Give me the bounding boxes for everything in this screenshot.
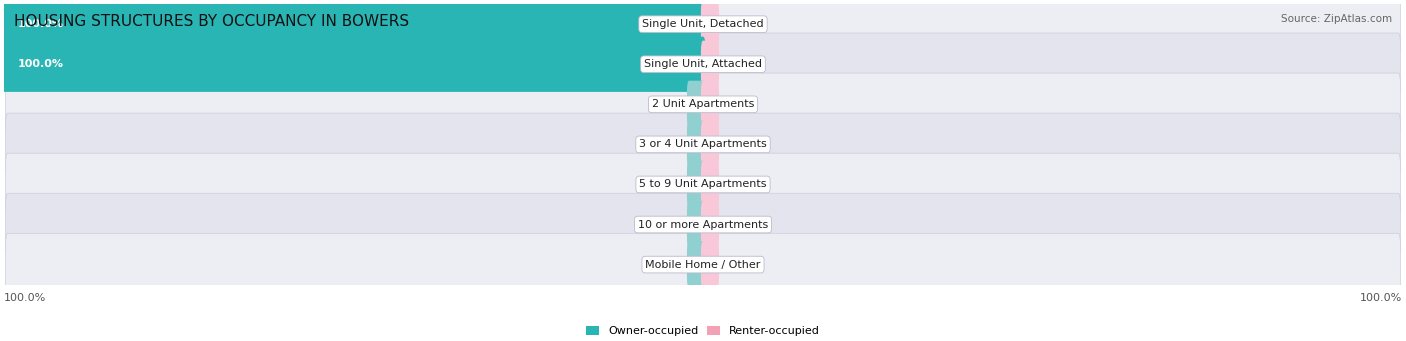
Text: 2 Unit Apartments: 2 Unit Apartments: [652, 99, 754, 109]
Text: 0.0%: 0.0%: [657, 260, 686, 270]
FancyBboxPatch shape: [702, 41, 718, 88]
FancyBboxPatch shape: [6, 0, 1400, 56]
Text: 0.0%: 0.0%: [720, 220, 749, 229]
FancyBboxPatch shape: [6, 233, 1400, 296]
Text: 100.0%: 100.0%: [18, 19, 65, 29]
FancyBboxPatch shape: [688, 81, 704, 128]
Text: 3 or 4 Unit Apartments: 3 or 4 Unit Apartments: [640, 139, 766, 149]
Text: 100.0%: 100.0%: [18, 59, 65, 69]
FancyBboxPatch shape: [6, 113, 1400, 176]
Text: 100.0%: 100.0%: [4, 294, 46, 303]
FancyBboxPatch shape: [6, 153, 1400, 216]
Text: Mobile Home / Other: Mobile Home / Other: [645, 260, 761, 270]
Text: 0.0%: 0.0%: [657, 220, 686, 229]
Text: 0.0%: 0.0%: [720, 179, 749, 190]
FancyBboxPatch shape: [688, 161, 704, 208]
FancyBboxPatch shape: [702, 1, 718, 48]
Text: Source: ZipAtlas.com: Source: ZipAtlas.com: [1281, 14, 1392, 24]
Text: 0.0%: 0.0%: [720, 260, 749, 270]
FancyBboxPatch shape: [702, 241, 718, 288]
FancyBboxPatch shape: [702, 201, 718, 248]
Text: 5 to 9 Unit Apartments: 5 to 9 Unit Apartments: [640, 179, 766, 190]
FancyBboxPatch shape: [6, 73, 1400, 136]
FancyBboxPatch shape: [6, 33, 1400, 95]
Text: 100.0%: 100.0%: [1360, 294, 1402, 303]
Text: 10 or more Apartments: 10 or more Apartments: [638, 220, 768, 229]
FancyBboxPatch shape: [702, 121, 718, 168]
FancyBboxPatch shape: [688, 121, 704, 168]
Text: 0.0%: 0.0%: [657, 139, 686, 149]
FancyBboxPatch shape: [688, 241, 704, 288]
FancyBboxPatch shape: [1, 0, 706, 52]
Text: 0.0%: 0.0%: [720, 139, 749, 149]
Text: Single Unit, Attached: Single Unit, Attached: [644, 59, 762, 69]
FancyBboxPatch shape: [702, 81, 718, 128]
Text: 0.0%: 0.0%: [657, 179, 686, 190]
Text: 0.0%: 0.0%: [720, 99, 749, 109]
Text: HOUSING STRUCTURES BY OCCUPANCY IN BOWERS: HOUSING STRUCTURES BY OCCUPANCY IN BOWER…: [14, 14, 409, 29]
Text: 0.0%: 0.0%: [720, 59, 749, 69]
FancyBboxPatch shape: [688, 201, 704, 248]
FancyBboxPatch shape: [702, 161, 718, 208]
FancyBboxPatch shape: [6, 193, 1400, 256]
Text: 0.0%: 0.0%: [720, 19, 749, 29]
Legend: Owner-occupied, Renter-occupied: Owner-occupied, Renter-occupied: [581, 322, 825, 341]
FancyBboxPatch shape: [1, 36, 706, 92]
Text: 0.0%: 0.0%: [657, 99, 686, 109]
Text: Single Unit, Detached: Single Unit, Detached: [643, 19, 763, 29]
